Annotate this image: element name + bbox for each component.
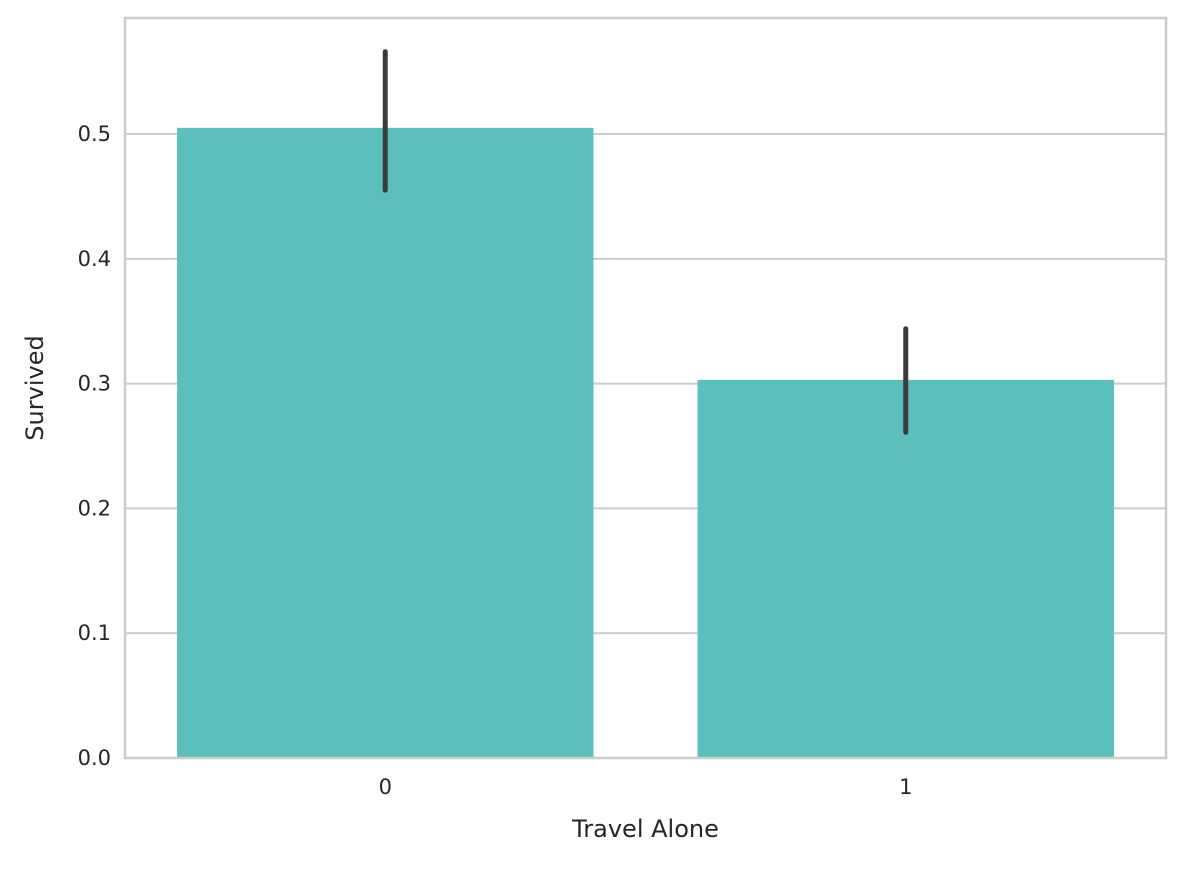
y-axis-label: Survived (21, 335, 49, 440)
bars (177, 127, 1114, 758)
y-tick-label: 0.0 (78, 746, 111, 770)
error-bars (382, 49, 909, 435)
y-tick-label: 0.3 (78, 372, 111, 396)
plot-frame (123, 16, 1168, 760)
bar-0 (177, 127, 594, 758)
x-tick-label-0: 0 (379, 775, 392, 799)
y-tick-label: 0.4 (78, 247, 111, 271)
y-tick-label: 0.2 (78, 496, 111, 520)
y-tick-label: 0.5 (78, 122, 111, 146)
y-tick-label: 0.1 (78, 621, 111, 645)
x-tick-label-1: 1 (899, 775, 912, 799)
bar-1 (697, 379, 1114, 758)
y-tick-labels: 0.0 0.1 0.2 0.3 0.4 0.5 (78, 122, 111, 770)
x-axis-label: Travel Alone (571, 815, 719, 843)
